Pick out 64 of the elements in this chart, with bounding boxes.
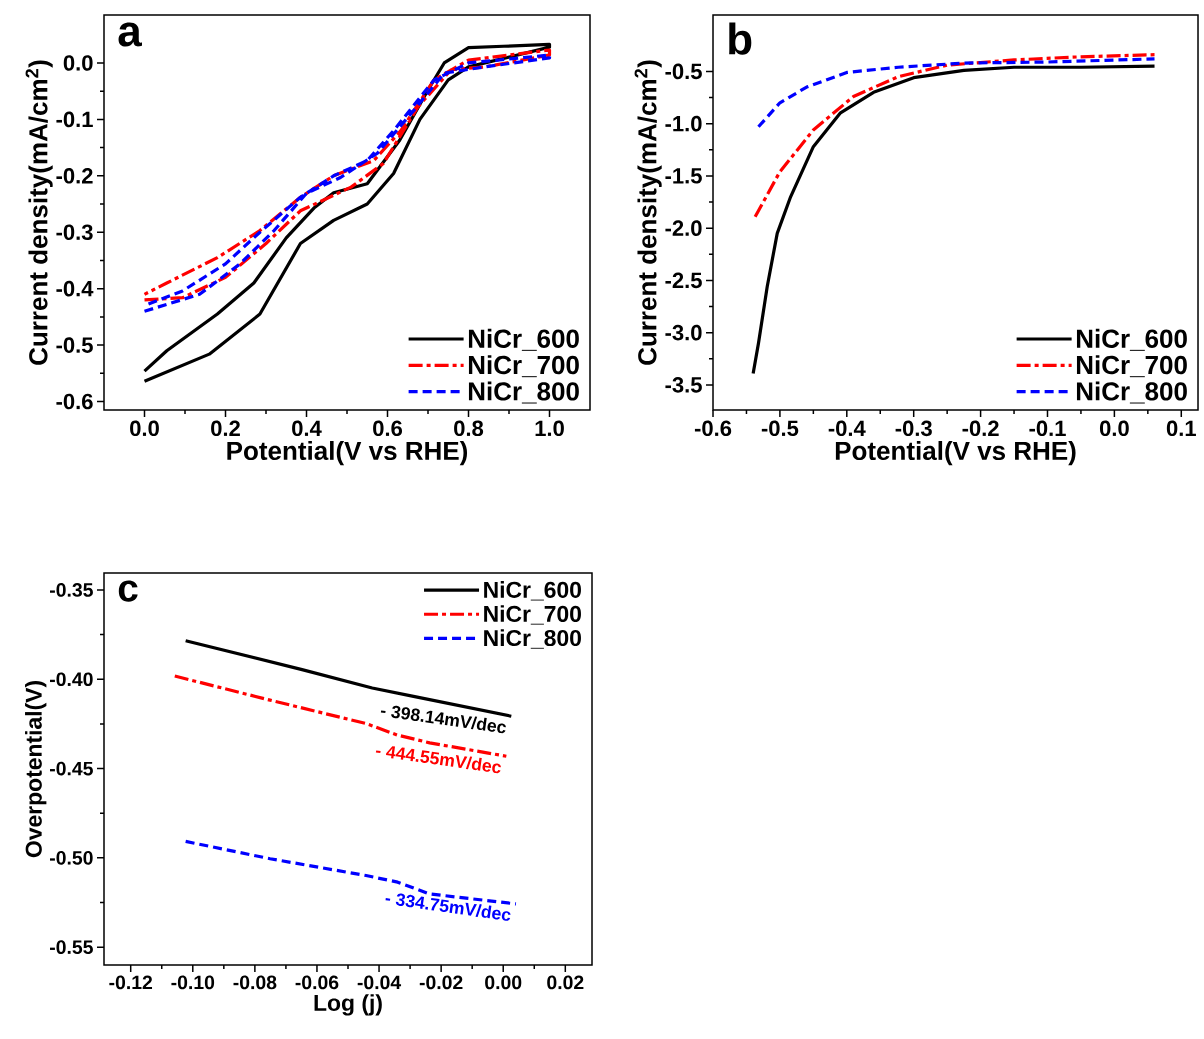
x-tick-label: -0.10 (171, 975, 215, 990)
legend-label: NiCr_600 (1076, 328, 1187, 351)
legend-label: NiCr_800 (468, 381, 579, 404)
chart-title: c (118, 580, 138, 602)
annotation: - 398.14mV/dec (380, 705, 506, 734)
line-series (756, 57, 1157, 129)
x-tick-label: 0.00 (485, 975, 522, 990)
y-tick-label: 0.0 (63, 55, 93, 71)
y-tick-label: -0.5 (56, 337, 93, 353)
y-tick-label: -1.0 (665, 115, 702, 132)
y-axis-title: Current density(mA/cm$^{2}$) (634, 60, 662, 365)
chart-title: a (118, 22, 143, 47)
x-tick-label: -0.3 (895, 420, 932, 437)
x-tick-label: 0.4 (292, 420, 322, 437)
x-tick-label: 0.02 (547, 975, 584, 990)
y-tick-label: -1.5 (665, 168, 702, 184)
x-axis-title: Log (j) (314, 994, 382, 1016)
y-tick-label: -2.0 (665, 220, 702, 236)
x-axis-title: Potential(V vs RHE) (227, 440, 468, 466)
legend-label: NiCr_800 (1076, 381, 1187, 404)
y-tick-label: -0.6 (56, 393, 93, 410)
x-tick-label: 0.8 (454, 420, 484, 437)
x-tick-label: -0.5 (761, 420, 799, 437)
legend-label: NiCr_800 (484, 629, 581, 649)
legend-label: NiCr_600 (468, 328, 579, 351)
y-axis-title: Current density(mA/cm$^{2}$) (25, 60, 53, 365)
annotation: - 334.75mV/dec (385, 893, 511, 921)
y-tick-label: -0.45 (50, 761, 93, 776)
x-tick-label: -0.4 (828, 420, 866, 437)
legend-label: NiCr_700 (484, 605, 581, 625)
legend-label: NiCr_700 (1076, 355, 1187, 378)
legend-label: NiCr_600 (484, 581, 581, 601)
x-tick-label: -0.12 (109, 975, 153, 990)
x-tick-label: -0.1 (1029, 420, 1066, 437)
y-tick-label: -3.5 (665, 377, 702, 393)
annotation: - 444.55mV/dec (375, 746, 501, 774)
y-tick-label: -0.2 (56, 168, 93, 184)
legend-label: NiCr_700 (468, 355, 579, 378)
y-tick-label: -0.5 (665, 63, 702, 80)
x-tick-label: 0.1 (1166, 420, 1196, 437)
line-series (753, 53, 1157, 219)
x-tick-label: -0.6 (694, 420, 732, 437)
x-tick-label: -0.02 (419, 975, 463, 990)
x-tick-label: -0.06 (295, 975, 339, 990)
x-axis-title: Potential(V vs RHE) (835, 441, 1076, 466)
x-tick-label: 0.0 (130, 420, 159, 437)
chart-title: b (729, 22, 752, 55)
y-tick-label: -0.4 (56, 280, 94, 297)
x-tick-label: -0.04 (357, 975, 402, 990)
x-tick-label: 0.6 (373, 420, 403, 437)
x-tick-label: 1.0 (535, 420, 564, 437)
y-tick-label: -0.1 (56, 111, 93, 128)
y-tick-label: -0.3 (56, 224, 93, 241)
x-tick-label: 0.0 (1099, 420, 1129, 437)
x-tick-label: -0.08 (233, 975, 277, 990)
y-axis-title: Overpotential(V) (25, 681, 47, 858)
x-tick-label: 0.2 (211, 420, 240, 437)
y-tick-label: -0.50 (50, 850, 93, 865)
x-tick-label: -0.2 (962, 420, 999, 437)
y-tick-label: -0.40 (50, 672, 93, 687)
y-tick-label: -0.35 (50, 583, 93, 597)
y-tick-label: -0.55 (50, 940, 93, 955)
y-tick-label: -2.5 (665, 272, 702, 289)
y-tick-label: -3.0 (665, 324, 702, 341)
